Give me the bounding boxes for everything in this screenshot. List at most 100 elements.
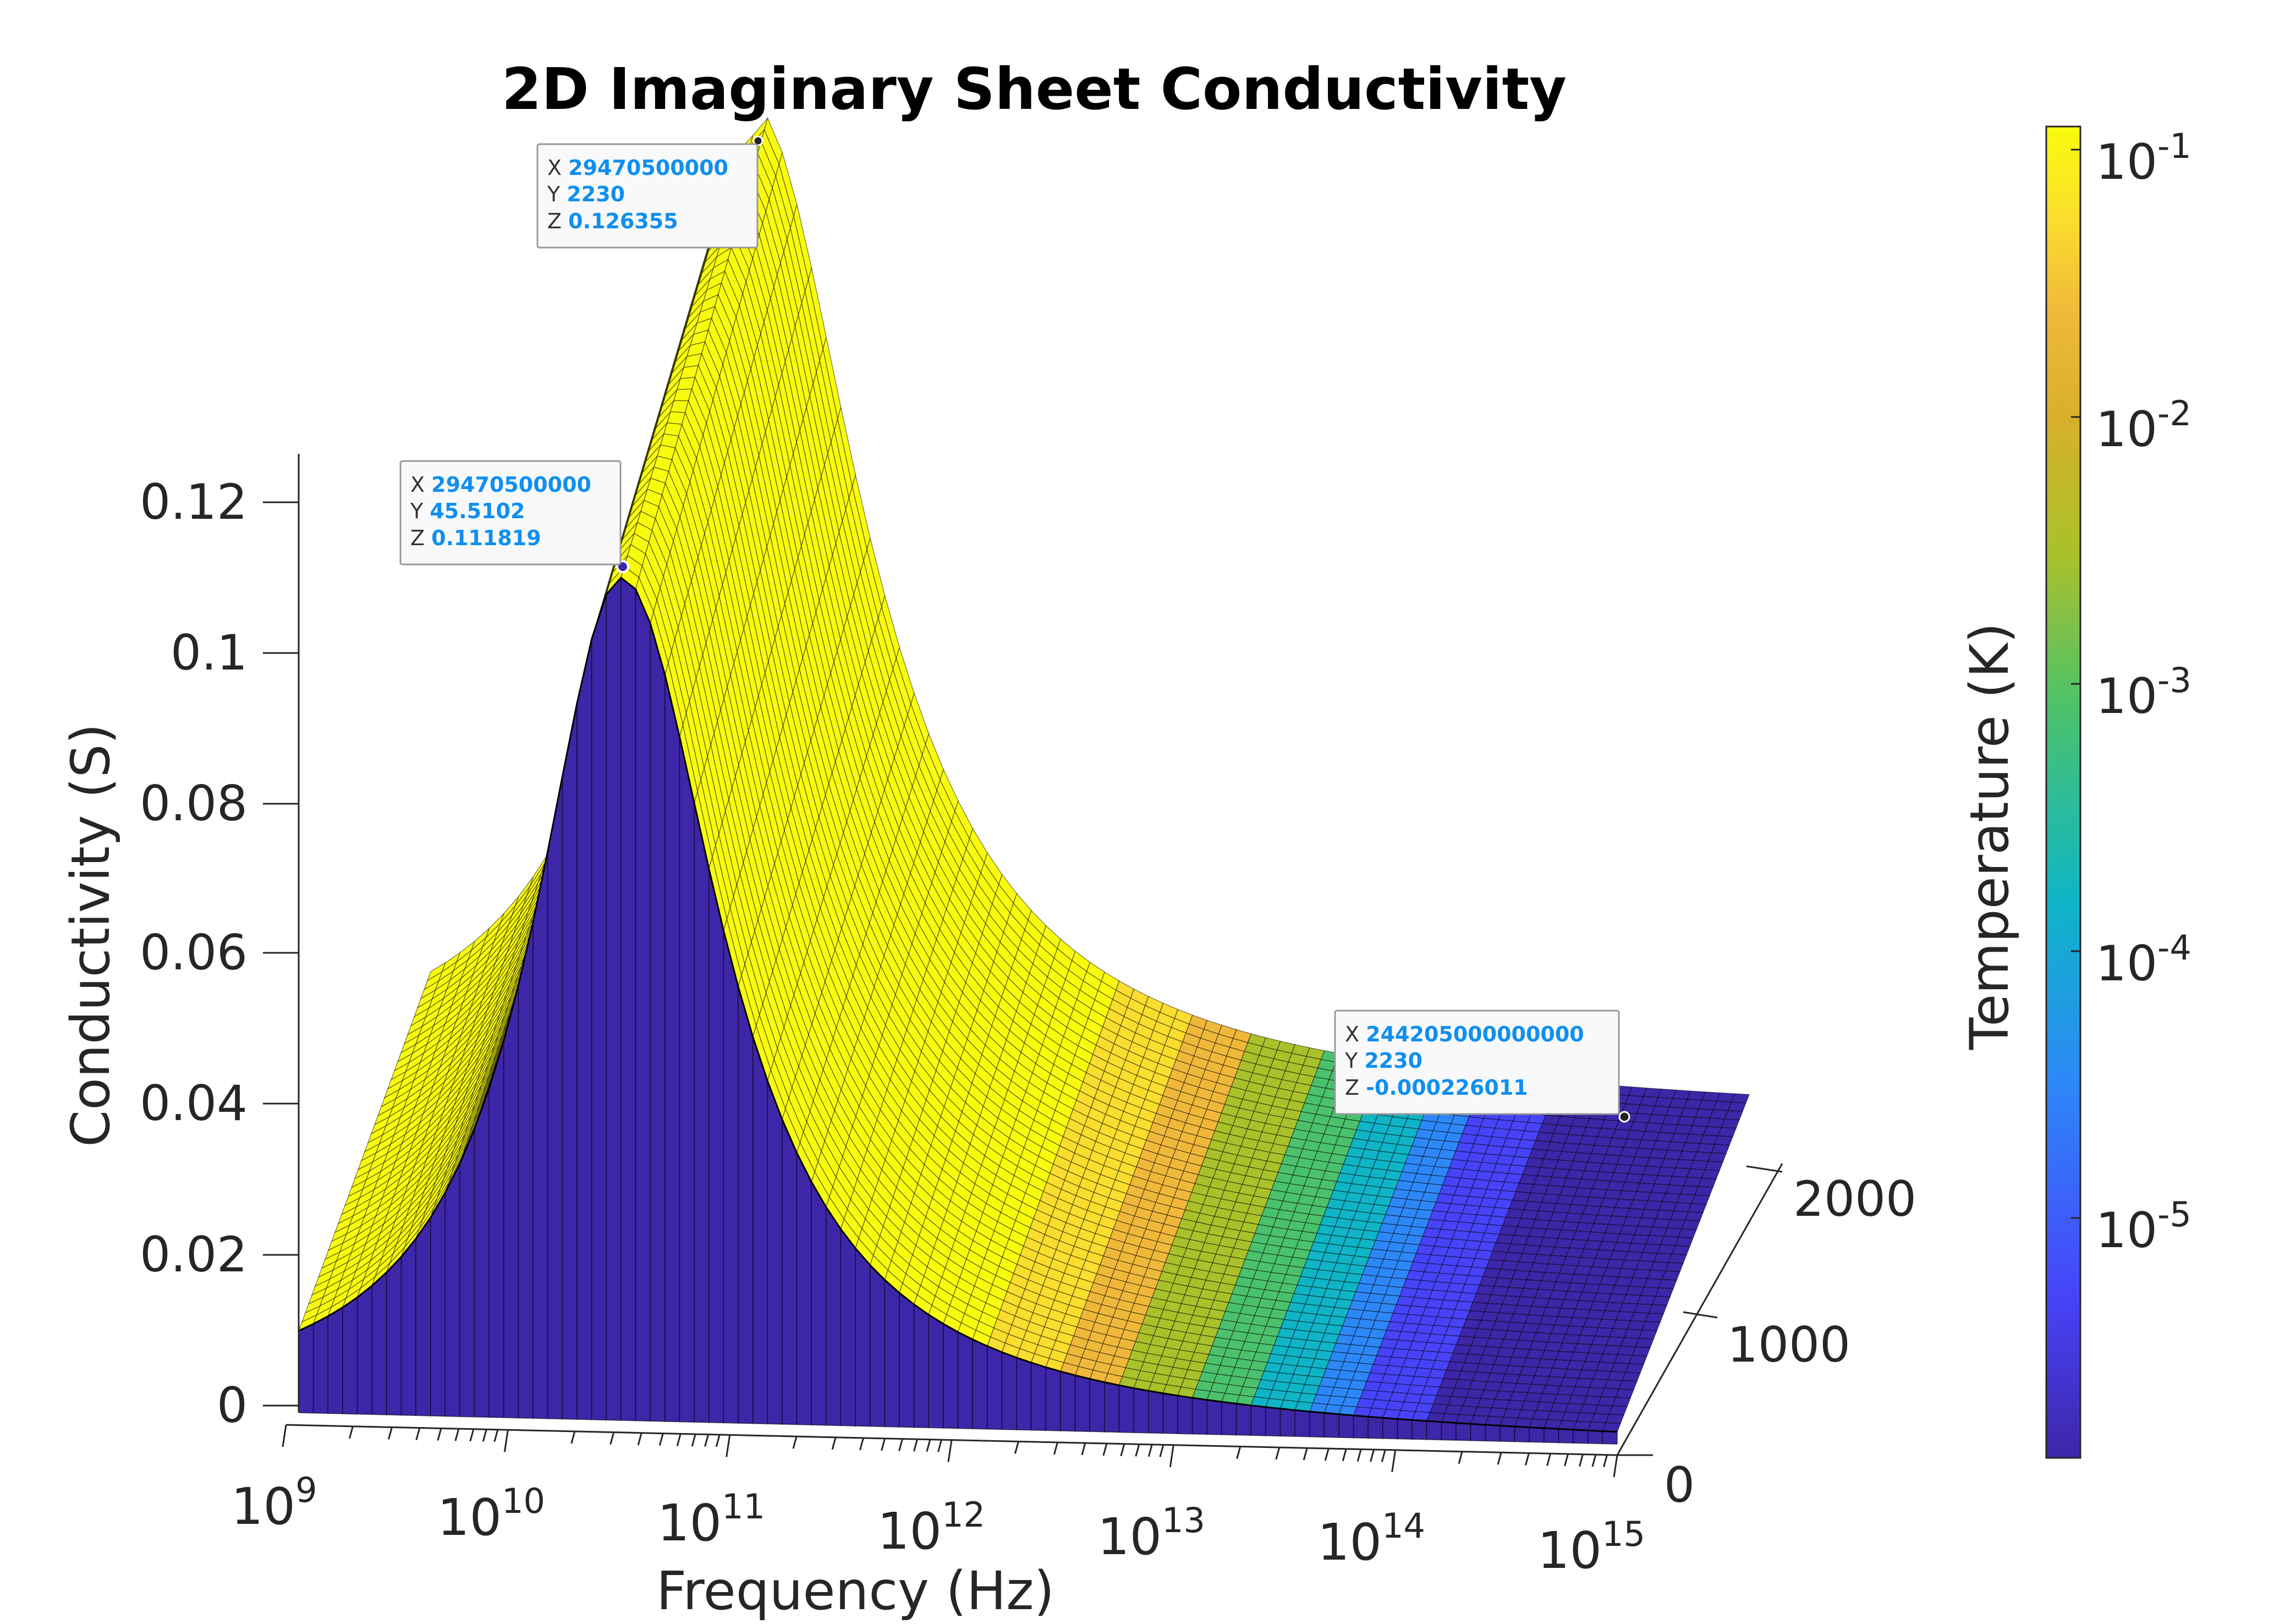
front-face-strip (1558, 1428, 1574, 1444)
y-tick-mark (1683, 1311, 1718, 1319)
front-face-strip (620, 577, 636, 1422)
surface (298, 117, 1750, 1445)
datatip[interactable]: X 29470500000 Y 45.5102 Z 0.111819 (399, 460, 629, 573)
front-face-strip (356, 1285, 372, 1415)
datatip[interactable]: X 29470500000 Y 2230 Z 0.126355 (536, 135, 764, 249)
x-tick-labels: 109 1010 1011 1012 1013 1014 1015 (231, 1470, 1645, 1580)
x-minor-tick (1381, 1450, 1386, 1462)
front-face-strip (562, 703, 578, 1420)
y-tick-label: 0 (1664, 1457, 1695, 1513)
front-face-strip (1162, 1392, 1178, 1434)
x-minor-tick (387, 1427, 393, 1440)
x-minor-tick (1356, 1449, 1362, 1462)
front-face-strip (371, 1271, 387, 1415)
datatip[interactable]: X 244205000000000 Y 2230 Z -0.000226011 (1334, 1009, 1630, 1123)
z-tick-label: 0.1 (171, 624, 248, 681)
x-minor-tick (1458, 1451, 1463, 1464)
x-minor-tick (1525, 1452, 1530, 1466)
surface-patch (1622, 1371, 1641, 1382)
x-minor-tick (1303, 1447, 1308, 1461)
x-minor-tick (1591, 1454, 1597, 1467)
x-axis-label: Frequency (Hz) (656, 1560, 1054, 1622)
datatip-x: X 244205000000000 (1345, 1022, 1584, 1046)
front-face-strip (1411, 1419, 1427, 1440)
front-face-strip (1587, 1430, 1603, 1445)
front-face-strip (987, 1345, 1003, 1430)
surface-patch (1608, 1405, 1628, 1415)
x-minor-tick (831, 1437, 837, 1450)
front-face-strip (723, 930, 739, 1424)
surface-patch (1727, 1101, 1746, 1112)
datatip-y: Y 2230 (547, 182, 625, 206)
front-face-strip (1147, 1390, 1164, 1434)
x-minor-tick (898, 1439, 903, 1451)
front-face-strip (606, 577, 622, 1421)
x-minor-tick (1497, 1452, 1502, 1465)
front-face-strip (400, 1237, 416, 1416)
front-face-strip (459, 1128, 475, 1418)
x-minor-tick (715, 1434, 721, 1447)
datatip-z: Z 0.111819 (410, 526, 541, 550)
x-major-tick (1391, 1450, 1397, 1473)
x-minor-tick (482, 1429, 487, 1442)
front-face-strip (738, 986, 754, 1424)
colorbar-tick-label: 10-3 (2096, 660, 2191, 725)
x-minor-tick (1546, 1453, 1552, 1466)
surface-patch (1701, 1169, 1720, 1179)
surface-patch (1671, 1245, 1690, 1255)
surface-patch (1612, 1397, 1631, 1407)
surface-patch (1661, 1270, 1680, 1281)
x-minor-tick (1147, 1444, 1153, 1457)
front-face-strip (1485, 1424, 1501, 1442)
x-minor-tick (792, 1436, 798, 1449)
surface-patch (1615, 1389, 1634, 1399)
front-face-strip (899, 1292, 915, 1428)
front-face-strip (972, 1338, 988, 1430)
surface-patch (1688, 1203, 1707, 1213)
z-tick-label: 0.02 (140, 1226, 248, 1283)
front-face-strip (1221, 1401, 1237, 1436)
front-face-strip (1499, 1425, 1515, 1442)
x-minor-tick (704, 1434, 710, 1447)
x-minor-tick (1603, 1455, 1608, 1467)
front-face-strip (1382, 1417, 1398, 1440)
front-face-strip (1544, 1428, 1559, 1444)
surface-patch (1684, 1211, 1704, 1222)
x-minor-tick (881, 1438, 886, 1451)
surface-patch (1655, 1287, 1674, 1298)
front-face-strip (1118, 1385, 1134, 1433)
front-face-strip (1074, 1375, 1090, 1432)
datatip-x: X 29470500000 (547, 156, 728, 180)
colorbar-tick-label: 10-4 (2096, 928, 2191, 992)
x-tick-label: 109 (231, 1470, 317, 1536)
datatip-y: Y 2230 (1344, 1049, 1422, 1073)
surface-patch (1731, 1093, 1750, 1104)
x-minor-tick (658, 1433, 664, 1446)
front-face-strip (1045, 1367, 1061, 1431)
front-face-strip (1309, 1411, 1325, 1438)
x-minor-tick (913, 1439, 918, 1452)
x-tick-label: 1013 (1097, 1500, 1205, 1566)
front-face-strip (635, 589, 651, 1422)
surface-patch (1651, 1296, 1671, 1306)
surface-patch (1714, 1135, 1733, 1146)
front-face-strip (1294, 1409, 1310, 1438)
x-minor-tick (454, 1428, 460, 1441)
front-face-strip (928, 1314, 944, 1429)
x-minor-tick (437, 1428, 442, 1441)
front-face-strip (767, 1080, 783, 1425)
x-major-tick (282, 1424, 287, 1447)
datatip-box (399, 460, 622, 566)
colorbar-tick-label: 10-1 (2096, 126, 2191, 190)
x-major-tick (503, 1429, 509, 1452)
surface-patch (1674, 1237, 1694, 1247)
front-face-strip (752, 1036, 768, 1425)
front-face-strip (1089, 1378, 1105, 1433)
front-face-strip (1514, 1426, 1530, 1442)
colorbar-tick-label: 10-2 (2096, 393, 2191, 458)
x-minor-tick (676, 1433, 682, 1446)
x-minor-tick (415, 1428, 421, 1440)
x-minor-tick (493, 1429, 499, 1442)
surface-patch (1618, 1380, 1638, 1390)
x-minor-tick (1014, 1441, 1019, 1454)
